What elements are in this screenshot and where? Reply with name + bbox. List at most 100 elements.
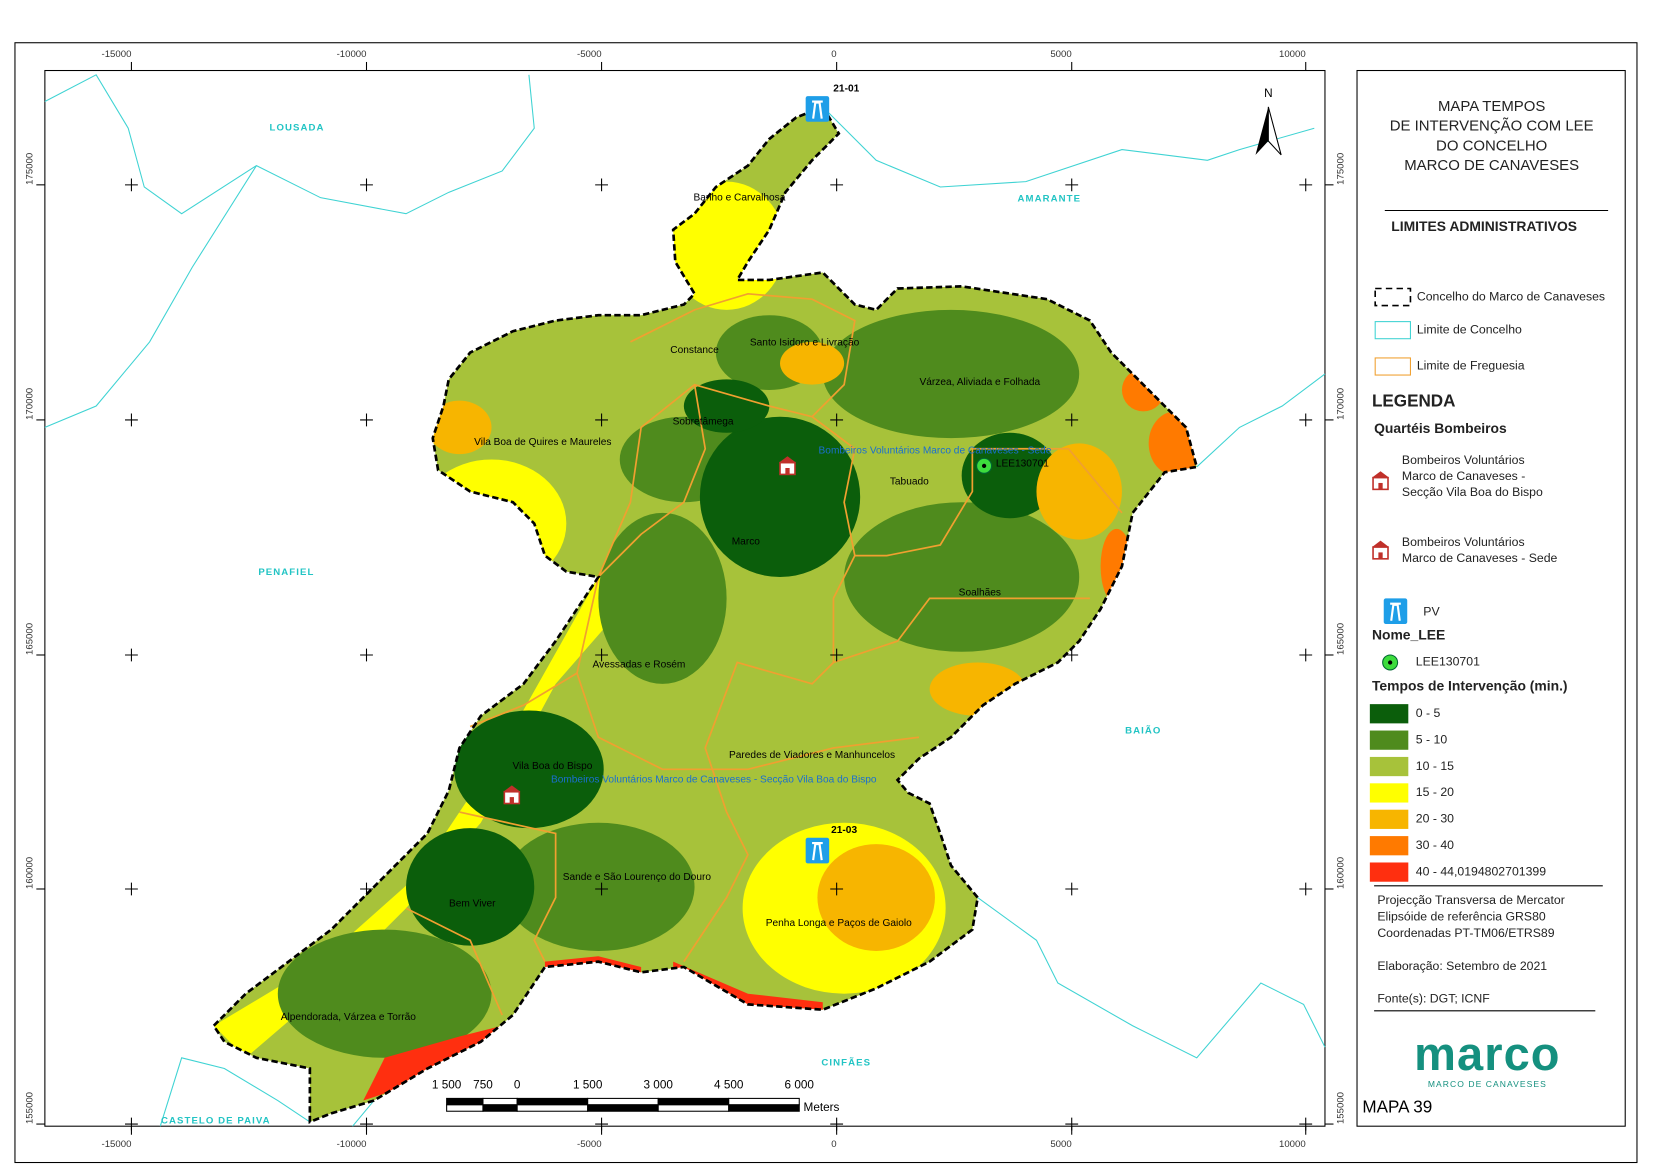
pv-icon <box>1383 598 1408 624</box>
parish-line <box>683 555 856 963</box>
class-label: 5 - 10 <box>1416 732 1448 746</box>
station-item: Secção Vila Boa do Bispo <box>1402 485 1543 499</box>
neighbor-label: BAIÃO <box>1125 725 1161 736</box>
pv-icon <box>805 96 830 122</box>
x-tick-label: 10000 <box>1279 49 1306 60</box>
station-roof <box>778 456 797 463</box>
station-door <box>1378 552 1383 559</box>
scale-segment <box>587 1104 659 1112</box>
boundary <box>44 165 257 428</box>
zone <box>454 710 604 829</box>
sheet-frame <box>14 42 1638 1164</box>
class-swatch <box>1369 704 1409 724</box>
scale-label: 3 000 <box>644 1079 674 1092</box>
legend-heading: LEGENDA <box>1372 391 1456 410</box>
y-tick-label: 165000 <box>1336 623 1347 655</box>
logo: marco <box>1414 1027 1560 1080</box>
zone <box>427 400 492 455</box>
scale-label: 1 500 <box>573 1079 603 1092</box>
scale-segment <box>587 1097 659 1106</box>
class-label: 40 - 44,0194802701399 <box>1416 864 1546 878</box>
boundary <box>352 1100 375 1127</box>
scale-segment <box>657 1104 730 1112</box>
scale-unit: Meters <box>804 1101 840 1114</box>
parish-label: Várzea, Aliviada e Folhada <box>920 377 1041 388</box>
grid-cross <box>125 178 138 192</box>
neighbor-label: PENAFIEL <box>258 567 314 578</box>
legend-title: DE INTERVENÇÃO COM LEE <box>1390 118 1594 135</box>
station-label: Bombeiros Voluntários Marco de Canaveses… <box>819 446 1052 457</box>
station-door <box>785 468 790 475</box>
station-item: Bombeiros Voluntários <box>1402 535 1525 549</box>
scale-segment <box>657 1097 730 1106</box>
neighbor-label: CASTELO DE PAIVA <box>161 1115 271 1126</box>
grid-cross <box>360 648 373 662</box>
parish-label: Avessadas e Rosém <box>593 659 686 670</box>
neighbor-label: LOUSADA <box>270 123 325 134</box>
grid-cross <box>830 178 844 192</box>
class-label: 0 - 5 <box>1416 706 1441 720</box>
x-tick-label: -15000 <box>102 49 132 60</box>
class-label: 15 - 20 <box>1416 785 1454 799</box>
class-label: 20 - 30 <box>1416 812 1454 826</box>
parish-label: Sande e São Lourenço do Douro <box>563 872 712 883</box>
scale-segment <box>516 1097 589 1106</box>
map-number: MAPA 39 <box>1362 1098 1432 1117</box>
scale-label: 4 500 <box>714 1079 744 1092</box>
projection-line: Projecção Transversa de Mercator <box>1377 893 1564 907</box>
admin-item: Concelho do Marco de Canaveses <box>1417 289 1605 303</box>
grid-cross <box>125 413 138 427</box>
station-roof <box>1371 471 1390 478</box>
lee-item: LEE130701 <box>1416 655 1480 669</box>
x-tick-label: -5000 <box>577 49 602 60</box>
x-tick-label: -10000 <box>337 1139 367 1150</box>
municipal-boundaries <box>44 74 1326 1127</box>
x-tick-label: -15000 <box>102 1139 132 1150</box>
boundary <box>159 1057 311 1127</box>
zone <box>363 1025 503 1101</box>
class-swatch <box>1369 730 1409 750</box>
date: Elaboração: Setembro de 2021 <box>1377 959 1547 973</box>
parish-boundaries <box>405 292 1123 1016</box>
grid-cross <box>360 882 373 896</box>
grid-cross <box>1299 882 1313 896</box>
legend-title: MAPA TEMPOS <box>1438 98 1545 115</box>
x-tick-label: 0 <box>831 49 836 60</box>
station-item: Bombeiros Voluntários <box>1402 453 1525 467</box>
map-labels: LOUSADA AMARANTE PENAFIEL BAIÃO CINFÃES CASTE… <box>161 83 1273 1126</box>
station-item: Marco de Canaveses - Sede <box>1402 551 1558 565</box>
class-swatch <box>1369 862 1409 882</box>
grid-cross <box>1299 178 1313 192</box>
pv-tower <box>1390 602 1401 621</box>
class-swatch <box>1369 783 1409 803</box>
legend-outline-swatch <box>1374 287 1412 307</box>
station-door <box>1378 482 1383 490</box>
admin-item: Limite de Freguesia <box>1417 359 1525 373</box>
times-title: Tempos de Intervenção (min.) <box>1372 678 1568 694</box>
pv-tower <box>812 841 823 861</box>
y-tick-label: 155000 <box>24 1092 35 1124</box>
parish-label: Soalhães <box>959 588 1001 599</box>
lee-title: Nome_LEE <box>1372 626 1445 642</box>
source: Fonte(s): DGT; ICNF <box>1377 991 1489 1005</box>
zone <box>213 576 631 1058</box>
municipality-outline <box>211 105 1199 1124</box>
stations-title: Quartéis Bombeiros <box>1374 420 1507 436</box>
scale-segment <box>446 1097 484 1106</box>
scale-bar: 1 500 750 0 1 500 3 000 4 500 6 000 Meters <box>432 1079 840 1114</box>
zone <box>683 379 770 433</box>
pv-item: PV <box>1423 604 1440 618</box>
projection-line: Elipsóide de referência GRS80 <box>1377 910 1546 924</box>
legend: MAPA TEMPOS DE INTERVENÇÃO COM LEE DO CONC… <box>1362 98 1609 1117</box>
grid-cross <box>1065 413 1079 427</box>
x-tick-label: 5000 <box>1050 49 1071 60</box>
y-tick-label: 175000 <box>1336 153 1347 185</box>
lee-point-center <box>981 463 987 468</box>
grid-cross <box>360 413 373 427</box>
pv-label: 21-01 <box>833 83 859 94</box>
station-door <box>509 797 514 804</box>
zone <box>961 432 1058 519</box>
parish-label: Sobretâmega <box>673 417 734 428</box>
grid-cross <box>1065 648 1079 662</box>
